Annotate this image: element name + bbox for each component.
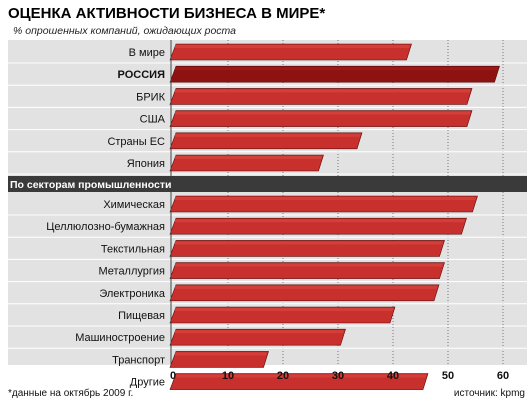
- category-label: Металлургия: [98, 266, 165, 278]
- category-label: Другие: [130, 377, 165, 389]
- bar-highlight-strip: [175, 219, 465, 223]
- bar-highlight-strip: [175, 374, 426, 378]
- bar-highlight-strip: [175, 241, 443, 245]
- bar-highlight-strip: [175, 111, 470, 115]
- category-label: БРИК: [136, 91, 165, 103]
- chart-title: ОЦЕНКА АКТИВНОСТИ БИЗНЕСА В МИРЕ*: [8, 5, 325, 22]
- bar-highlight-strip: [175, 89, 470, 93]
- source-note: источник: kpmg: [454, 388, 525, 399]
- bar-highlight-strip: [175, 352, 267, 356]
- x-tick-label: 30: [332, 370, 344, 382]
- category-label: Химическая: [103, 199, 165, 211]
- bar-highlight-strip: [175, 197, 476, 200]
- category-label: РОССИЯ: [118, 69, 166, 81]
- category-label: Япония: [127, 158, 165, 170]
- category-label: Целлюлозно-бумажная: [46, 221, 165, 233]
- bar-highlight-strip: [175, 285, 437, 289]
- bar-highlight-strip: [175, 67, 498, 71]
- bar-highlight-strip: [175, 156, 322, 159]
- section-header-bar: [8, 176, 527, 192]
- bar-highlight-strip: [175, 330, 344, 334]
- category-label: В мире: [129, 47, 165, 59]
- x-tick-label: 40: [387, 370, 399, 382]
- category-label: Текстильная: [101, 243, 165, 255]
- x-tick-label: 20: [277, 370, 289, 382]
- x-tick-label: 0: [170, 370, 176, 382]
- bar-highlight-strip: [175, 308, 393, 311]
- bar-highlight-strip: [175, 133, 360, 137]
- chart-subtitle: % опрошенных компаний, ожидающих роста: [13, 25, 236, 37]
- bar-highlight-strip: [175, 263, 443, 267]
- section-header-label: По секторам промышленности: [10, 179, 171, 191]
- bar-highlight-strip: [175, 45, 410, 48]
- category-label: Электроника: [99, 288, 166, 300]
- category-label: Транспорт: [112, 354, 165, 366]
- category-label: США: [140, 114, 166, 126]
- footnote: *данные на октябрь 2009 г.: [8, 387, 133, 399]
- x-tick-label: 50: [442, 370, 454, 382]
- category-label: Машиностроение: [75, 332, 165, 344]
- x-tick-label: 10: [222, 370, 234, 382]
- category-label: Пищевая: [118, 310, 165, 322]
- x-tick-label: 60: [497, 370, 509, 382]
- category-label: Страны ЕС: [107, 136, 165, 148]
